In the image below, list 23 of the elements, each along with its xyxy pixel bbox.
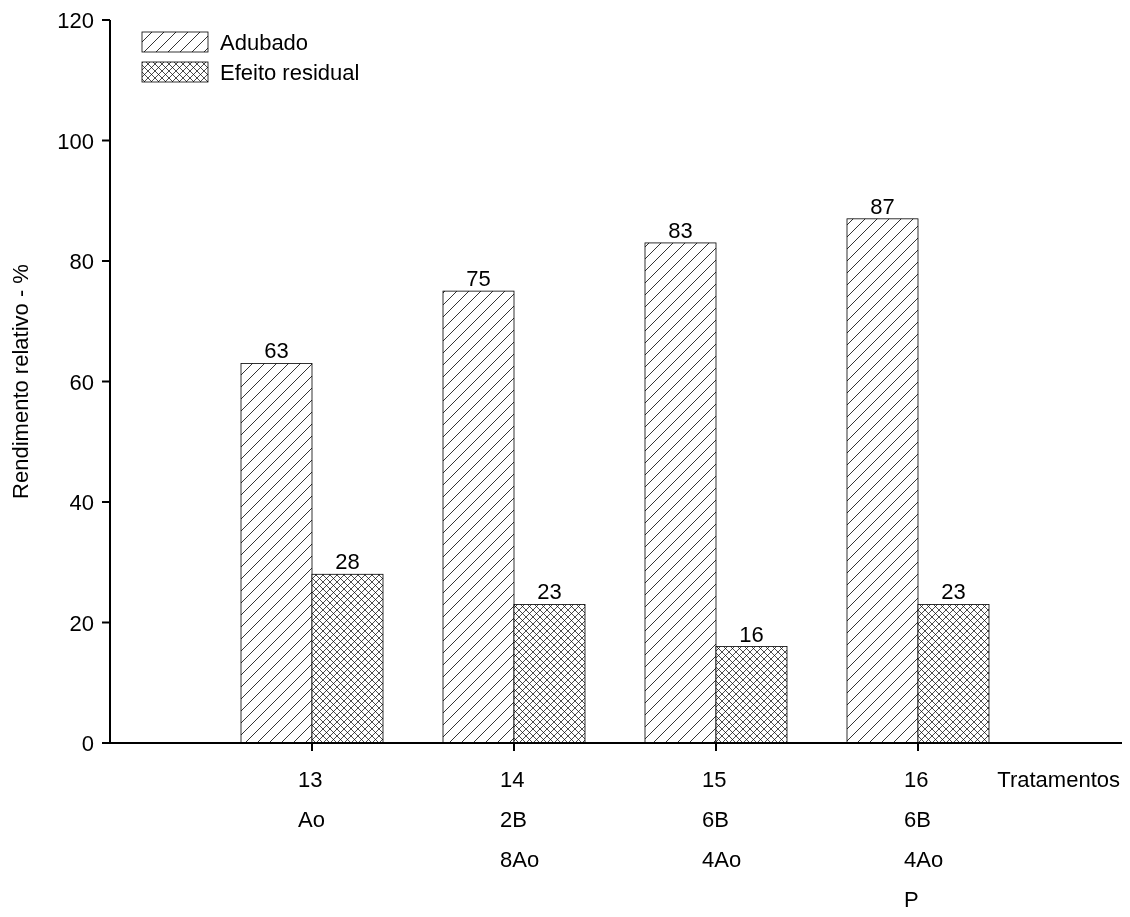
x-tick-label: 15 6B 4Ao [702,767,742,872]
x-tick-label: 14 2B 8Ao [500,767,540,872]
y-tick-label: 120 [57,8,94,33]
data-label: 83 [668,217,693,243]
legend-label: Adubado [220,30,309,55]
y-tick-label: 40 [69,490,94,515]
data-label: 28 [335,549,360,575]
y-tick-label: 20 [69,610,94,636]
x-tick-label: 13 Ao [298,767,325,832]
data-label: 16 [739,621,764,647]
x-axis-title: Tratamentos [997,767,1120,792]
data-label: 23 [941,579,966,605]
x-tick-label: 16 6B 4Ao P [904,767,944,912]
data-label: 87 [870,193,895,219]
data-label: 23 [537,579,562,605]
y-axis-title: Rendimento relativo - % [8,264,33,499]
y-tick-label: 0 [81,731,94,756]
data-label: 63 [264,338,289,364]
legend-label: Efeito residual [220,60,360,85]
y-tick-label: 80 [69,249,94,274]
y-tick-label: 100 [57,128,94,154]
data-label: 75 [466,266,491,292]
y-tick-label: 60 [69,369,94,395]
